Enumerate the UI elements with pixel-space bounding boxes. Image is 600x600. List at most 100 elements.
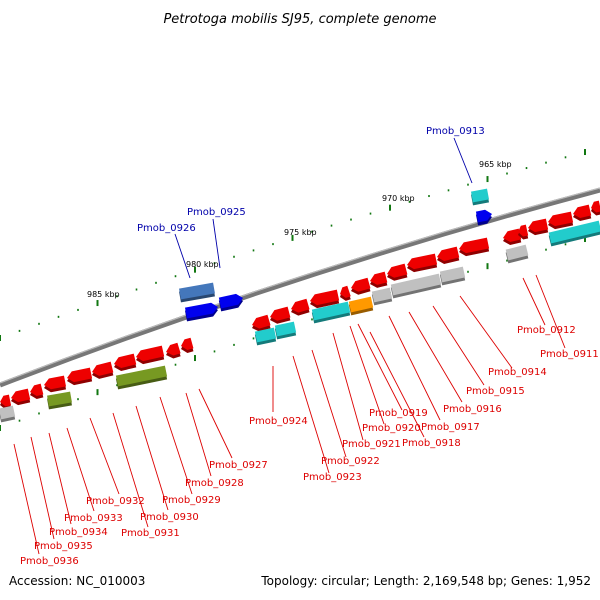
gene-label-pmob-0931[interactable]: Pmob_0931 xyxy=(121,528,180,539)
gene-arrow[interactable] xyxy=(518,224,529,240)
gene-label-pmob-0913[interactable]: Pmob_0913 xyxy=(426,126,485,137)
gene-label-pmob-0926[interactable]: Pmob_0926 xyxy=(137,223,196,234)
gene-arrow-face xyxy=(67,367,93,383)
label-leader-lines xyxy=(13,137,566,555)
gene-arrow-face xyxy=(254,327,277,343)
gene-arrow[interactable] xyxy=(179,282,215,303)
scale-ticks-outer xyxy=(0,149,586,341)
gene-label-pmob-0914[interactable]: Pmob_0914 xyxy=(488,367,547,378)
gene-arrow-face xyxy=(528,218,549,233)
gene-label-pmob-0927[interactable]: Pmob_0927 xyxy=(209,460,268,471)
gene-label-pmob-0916[interactable]: Pmob_0916 xyxy=(443,404,502,415)
gene-arrow[interactable] xyxy=(181,337,194,353)
leader-line xyxy=(13,443,40,555)
genome-backbone xyxy=(0,187,600,388)
gene-label-pmob-0928[interactable]: Pmob_0928 xyxy=(185,478,244,489)
gene-arrow-face xyxy=(390,273,442,296)
gene-arrow[interactable] xyxy=(459,237,490,257)
gene-arrow[interactable] xyxy=(503,228,522,245)
gene-arrow[interactable] xyxy=(136,345,165,365)
gene-track xyxy=(0,188,600,423)
gene-label-pmob-0924[interactable]: Pmob_0924 xyxy=(249,416,308,427)
gene-label-pmob-0925[interactable]: Pmob_0925 xyxy=(187,207,246,218)
gene-arrow[interactable] xyxy=(47,391,72,410)
gene-label-pmob-0930[interactable]: Pmob_0930 xyxy=(140,512,199,523)
gene-arrow[interactable] xyxy=(591,200,600,216)
gene-label-pmob-0920[interactable]: Pmob_0920 xyxy=(362,423,421,434)
gene-arrow[interactable] xyxy=(270,306,291,324)
gene-label-pmob-0915[interactable]: Pmob_0915 xyxy=(466,386,525,397)
labels-bottom: Pmob_0911 Pmob_0912 Pmob_0914 Pmob_0915 … xyxy=(20,325,599,567)
gene-arrow-face xyxy=(437,246,460,261)
gene-arrow-face xyxy=(351,277,371,292)
gene-arrow[interactable] xyxy=(30,383,44,399)
gene-label-pmob-0917[interactable]: Pmob_0917 xyxy=(421,422,480,433)
gene-arrow[interactable] xyxy=(11,388,31,406)
gene-label-pmob-0919[interactable]: Pmob_0919 xyxy=(369,408,428,419)
gene-arrow[interactable] xyxy=(470,188,490,206)
gene-label-pmob-0918[interactable]: Pmob_0918 xyxy=(402,438,461,449)
gene-arrow[interactable] xyxy=(44,375,67,393)
gene-arrow[interactable] xyxy=(370,271,388,288)
gene-arrow[interactable] xyxy=(505,244,529,264)
gene-arrow-face xyxy=(371,287,393,303)
gene-label-pmob-0911[interactable]: Pmob_0911 xyxy=(540,349,599,360)
gene-arrow-face xyxy=(136,345,165,362)
gene-arrow[interactable] xyxy=(437,246,460,264)
gene-arrow[interactable] xyxy=(475,209,492,226)
leader-line xyxy=(185,392,212,477)
gene-label-pmob-0936[interactable]: Pmob_0936 xyxy=(20,556,79,567)
gene-arrow[interactable] xyxy=(351,277,371,295)
gene-arrow[interactable] xyxy=(407,253,438,273)
gene-arrow-face xyxy=(591,200,600,213)
gene-label-pmob-0932[interactable]: Pmob_0932 xyxy=(86,496,145,507)
gene-label-pmob-0921[interactable]: Pmob_0921 xyxy=(342,439,401,450)
leader-line xyxy=(292,355,330,474)
gene-arrow-face xyxy=(470,188,490,203)
leader-line xyxy=(135,405,169,511)
gene-arrow[interactable] xyxy=(218,293,243,312)
gene-label-pmob-0929[interactable]: Pmob_0929 xyxy=(162,495,221,506)
gene-label-pmob-0935[interactable]: Pmob_0935 xyxy=(34,541,93,552)
gene-arrow[interactable] xyxy=(254,327,277,346)
gene-arrow-face xyxy=(11,388,31,403)
gene-arrow-face xyxy=(181,337,194,350)
gene-arrow-face xyxy=(505,244,529,261)
gene-arrow[interactable] xyxy=(252,314,271,332)
gene-label-pmob-0933[interactable]: Pmob_0933 xyxy=(64,513,123,524)
gene-arrow-face xyxy=(47,391,72,407)
gene-arrow[interactable] xyxy=(0,405,16,423)
gene-arrow[interactable] xyxy=(0,394,12,410)
gene-arrow[interactable] xyxy=(274,321,297,340)
gene-arrow[interactable] xyxy=(310,289,340,309)
gene-arrow[interactable] xyxy=(115,365,168,390)
gene-arrow[interactable] xyxy=(390,273,442,299)
gene-arrow[interactable] xyxy=(92,361,114,379)
gene-arrow[interactable] xyxy=(387,263,408,281)
gene-arrow-face xyxy=(548,211,574,227)
gene-arrow[interactable] xyxy=(573,204,592,221)
gene-arrow[interactable] xyxy=(340,285,351,301)
leader-line xyxy=(535,274,566,349)
leader-line xyxy=(332,332,364,441)
leader-line xyxy=(459,295,513,369)
gene-arrow[interactable] xyxy=(166,342,181,359)
gene-arrow[interactable] xyxy=(548,211,574,230)
gene-arrow[interactable] xyxy=(311,301,351,324)
gene-label-pmob-0923[interactable]: Pmob_0923 xyxy=(303,472,362,483)
gene-arrow[interactable] xyxy=(114,353,137,371)
gene-arrow[interactable] xyxy=(548,220,600,247)
gene-arrow[interactable] xyxy=(371,287,393,306)
gene-label-pmob-0934[interactable]: Pmob_0934 xyxy=(49,527,108,538)
gene-arrow[interactable] xyxy=(184,302,218,322)
gene-arrow[interactable] xyxy=(439,266,466,286)
gene-label-pmob-0922[interactable]: Pmob_0922 xyxy=(321,456,380,467)
gene-arrow-face xyxy=(114,353,137,368)
gene-label-pmob-0912[interactable]: Pmob_0912 xyxy=(517,325,576,336)
gene-arrow[interactable] xyxy=(291,298,310,316)
gene-arrow[interactable] xyxy=(348,296,374,316)
gene-arrow[interactable] xyxy=(67,367,93,386)
leader-line xyxy=(388,315,441,421)
gene-arrow[interactable] xyxy=(528,218,549,236)
